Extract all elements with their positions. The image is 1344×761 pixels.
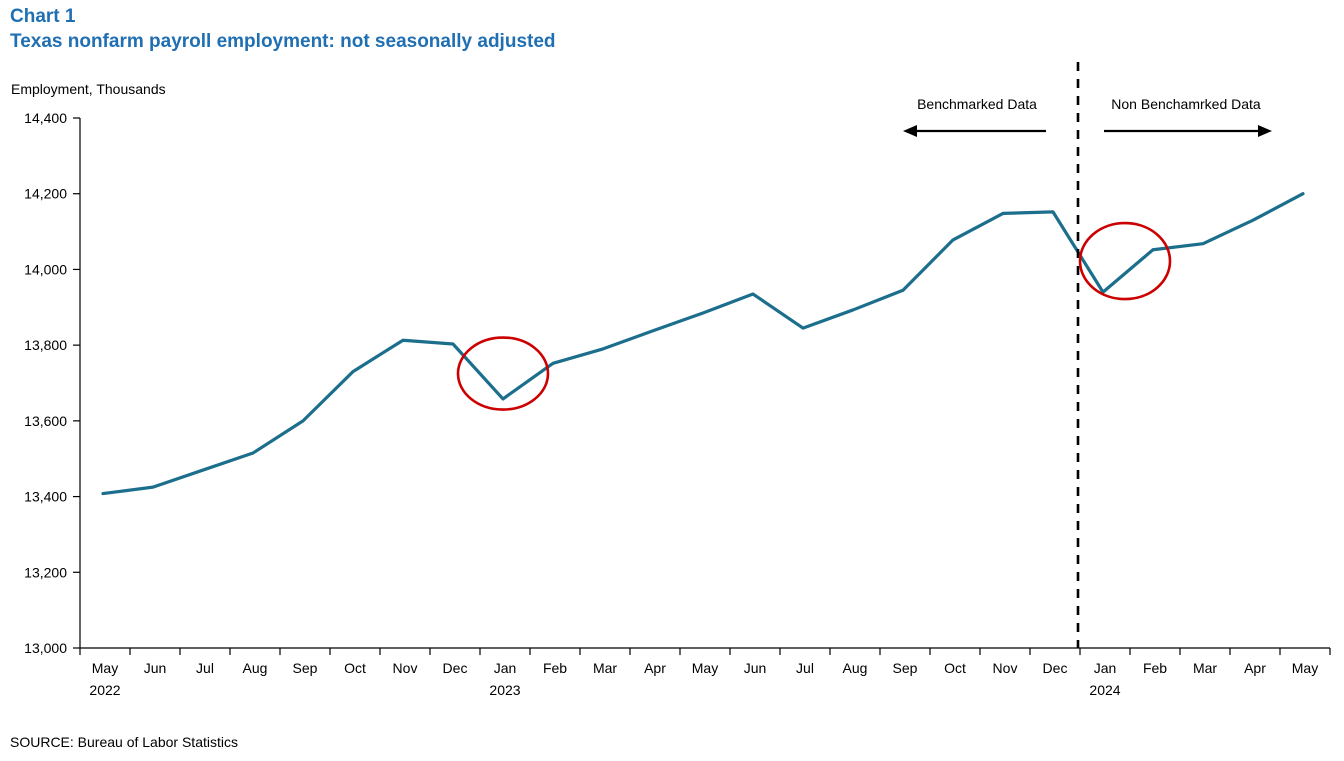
y-axis-unit-label: Employment, Thousands xyxy=(11,81,166,97)
y-axis-tick-label: 13,800 xyxy=(24,337,67,353)
x-axis-year-label: 2022 xyxy=(89,682,120,698)
x-axis-tick-label: Jul xyxy=(796,660,814,676)
x-axis-tick-label: Dec xyxy=(443,660,468,676)
y-axis-tick-label: 13,400 xyxy=(24,489,67,505)
x-axis-tick-label: Dec xyxy=(1043,660,1068,676)
x-axis-tick-label: Apr xyxy=(1244,660,1266,676)
x-axis-tick-label: Mar xyxy=(593,660,617,676)
x-axis-tick-label: Mar xyxy=(1193,660,1217,676)
x-axis-year-label: 2023 xyxy=(489,682,520,698)
x-axis-tick-label: Oct xyxy=(944,660,966,676)
chart-number: Chart 1 xyxy=(10,6,76,27)
source-note: SOURCE: Bureau of Labor Statistics xyxy=(10,734,238,750)
y-axis-tick-label: 13,200 xyxy=(24,564,67,580)
x-axis-tick-label: May xyxy=(692,660,718,676)
x-axis-tick-label: Jun xyxy=(744,660,767,676)
x-axis-tick-label: Aug xyxy=(843,660,868,676)
x-axis-tick-label: Jul xyxy=(196,660,214,676)
page-title: Texas nonfarm payroll employment: not se… xyxy=(10,31,556,52)
x-axis-tick-label: Jan xyxy=(494,660,517,676)
x-axis-tick-label: Jun xyxy=(144,660,167,676)
x-axis-tick-label: Nov xyxy=(393,660,418,676)
x-axis-tick-label: Aug xyxy=(243,660,268,676)
x-axis-tick-label: Feb xyxy=(1143,660,1167,676)
x-axis-tick-label: Sep xyxy=(293,660,318,676)
x-axis-tick-label: May xyxy=(92,660,118,676)
benchmarked-data-label: Benchmarked Data xyxy=(917,96,1037,112)
x-axis-tick-label: May xyxy=(1292,660,1318,676)
benchmarked-arrowhead-icon xyxy=(903,125,917,137)
x-axis-tick-label: Apr xyxy=(644,660,666,676)
x-axis-tick-label: Feb xyxy=(543,660,567,676)
data-series-line xyxy=(101,192,1305,496)
y-axis-tick-label: 14,000 xyxy=(24,261,67,277)
x-axis-tick-label: Jan xyxy=(1094,660,1117,676)
x-axis-year-label: 2024 xyxy=(1089,682,1120,698)
y-axis-tick-label: 14,400 xyxy=(24,110,67,126)
y-axis-tick-label: 14,200 xyxy=(24,186,67,202)
jan-2024-dip-highlight xyxy=(1078,221,1172,301)
y-axis: 13,000 13,200 13,400 13,600 13,800 14,000 14,2… xyxy=(24,110,81,656)
x-axis-tick-label: Sep xyxy=(893,660,918,676)
non-benchmarked-data-label: Non Benchamrked Data xyxy=(1111,96,1261,112)
jan-2023-dip-highlight xyxy=(456,336,550,411)
non-benchmarked-arrowhead-icon xyxy=(1258,125,1272,137)
x-axis-tick-label: Oct xyxy=(344,660,366,676)
highlight-circles-layer xyxy=(456,221,1172,411)
x-axis-tick-label: Nov xyxy=(993,660,1018,676)
x-axis: May 2022 Jun Jul Aug Sep Oct Nov Dec Jan 2023 Feb Ma… xyxy=(79,647,1331,698)
annotation-layer: Benchmarked Data Non Benchamrked Data xyxy=(903,96,1272,137)
y-axis-tick-label: 13,000 xyxy=(24,640,67,656)
employment-line xyxy=(101,192,1305,496)
y-axis-tick-label: 13,600 xyxy=(24,413,67,429)
